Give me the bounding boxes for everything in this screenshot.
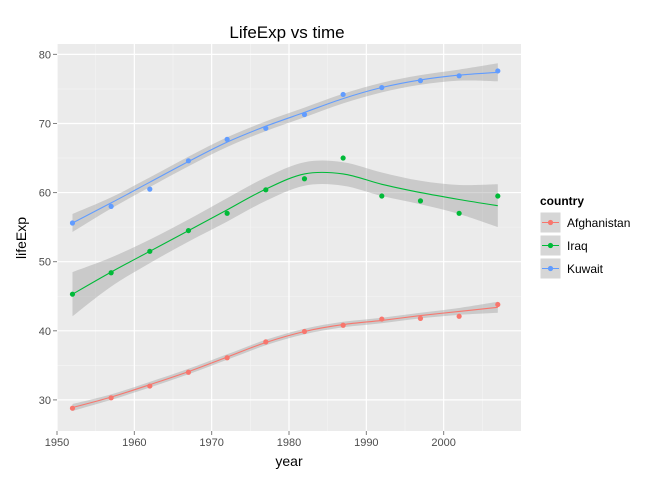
point-kuwait [456, 73, 462, 79]
point-iraq [185, 227, 192, 234]
point-kuwait [185, 158, 192, 164]
legend-label-kuwait: Kuwait [567, 262, 604, 276]
point-afghanistan [456, 313, 462, 319]
point-iraq [456, 210, 462, 216]
x-tick-label: 1950 [45, 437, 69, 449]
point-kuwait [224, 136, 230, 142]
point-iraq [108, 270, 114, 276]
x-tick-label: 2000 [431, 437, 455, 449]
point-kuwait [495, 68, 501, 74]
data-points [69, 68, 501, 411]
x-tick-label: 1990 [354, 437, 378, 449]
point-iraq [340, 155, 346, 161]
point-iraq [147, 248, 153, 254]
axis-ticks: 1950 1960 1970 1980 1990 2000 30 40 50 60 70 80 [39, 49, 456, 449]
point-afghanistan [263, 339, 269, 345]
legend-title: country [540, 194, 584, 208]
point-iraq [417, 198, 424, 204]
point-kuwait [417, 78, 424, 84]
y-tick-label: 30 [39, 395, 51, 407]
point-iraq [263, 187, 269, 193]
point-afghanistan [495, 301, 501, 308]
legend: country Afghanistan Iraq Kuwait [539, 194, 630, 280]
point-kuwait [263, 125, 269, 131]
x-axis-title: year [275, 453, 303, 469]
point-afghanistan [185, 369, 192, 375]
point-afghanistan [379, 316, 385, 322]
y-tick-label: 80 [39, 49, 51, 61]
band-kuwait [72, 63, 498, 232]
point-iraq [301, 176, 308, 182]
line-kuwait [72, 71, 498, 224]
point-afghanistan [417, 315, 424, 321]
x-tick-label: 1980 [277, 437, 301, 449]
y-tick-label: 70 [39, 118, 51, 130]
point-kuwait [301, 111, 308, 118]
point-afghanistan [224, 355, 230, 361]
point-kuwait [340, 91, 346, 98]
line-iraq [72, 171, 498, 295]
y-tick-label: 40 [39, 326, 51, 338]
legend-point-kuwait [547, 265, 554, 272]
legend-label-afghanistan: Afghanistan [567, 216, 630, 230]
point-afghanistan [147, 383, 153, 389]
point-afghanistan [69, 405, 76, 411]
point-kuwait [69, 220, 76, 226]
point-iraq [379, 193, 385, 199]
x-tick-label: 1960 [122, 437, 146, 449]
y-tick-label: 50 [39, 257, 51, 269]
point-afghanistan [301, 328, 308, 335]
point-afghanistan [108, 395, 114, 401]
y-tick-label: 60 [39, 188, 51, 200]
x-tick-label: 1970 [199, 437, 223, 449]
grid [56, 44, 521, 431]
y-axis-title: lifeExp [13, 217, 29, 259]
point-iraq [69, 291, 76, 297]
line-afghanistan [72, 306, 498, 409]
point-kuwait [108, 203, 114, 210]
chart-title: LifeExp vs time [229, 23, 344, 42]
legend-point-afghanistan [547, 219, 554, 226]
confidence-bands [72, 63, 498, 411]
band-afghanistan [72, 301, 498, 411]
point-iraq [224, 210, 230, 216]
legend-point-iraq [547, 242, 554, 249]
legend-label-iraq: Iraq [567, 239, 588, 253]
smooth-lines [72, 71, 498, 409]
point-afghanistan [340, 322, 346, 328]
point-kuwait [147, 186, 153, 192]
point-iraq [495, 193, 501, 199]
point-kuwait [379, 84, 385, 91]
band-iraq [72, 160, 498, 317]
